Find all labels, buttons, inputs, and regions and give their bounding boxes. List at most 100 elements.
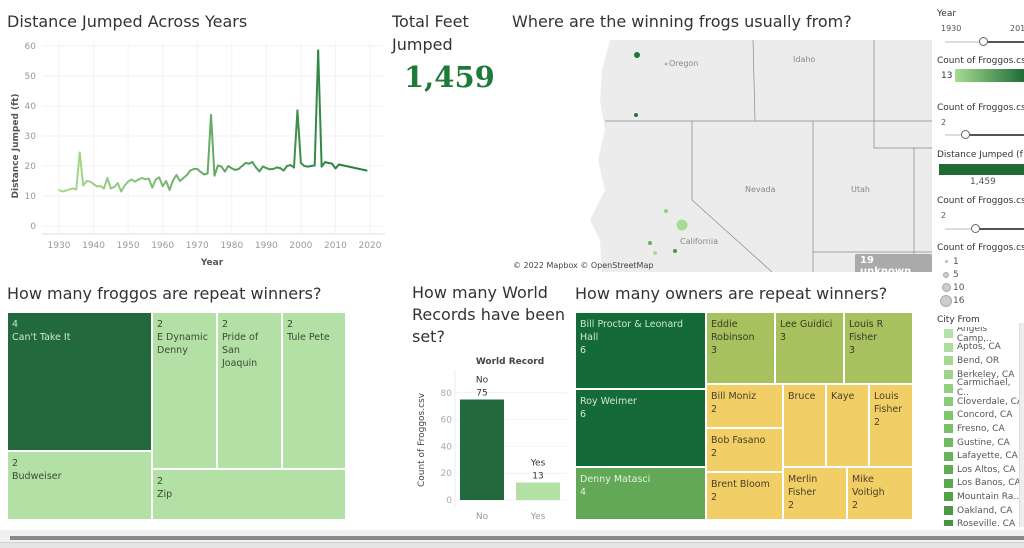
treemap-cell[interactable]: Bob Fasano 2 bbox=[706, 428, 783, 472]
city-legend-item[interactable]: Aptos, CA bbox=[944, 341, 1024, 355]
city-legend-item[interactable]: Cloverdale, CA bbox=[944, 395, 1024, 409]
cell-name: Merlin Fisher bbox=[788, 474, 818, 498]
city-legend-list[interactable]: Angels Camp,.. Aptos, CA Bend, OR Berkeley,… bbox=[944, 327, 1024, 526]
distance-filter-bar[interactable] bbox=[939, 164, 1024, 175]
count-filter2-slider[interactable] bbox=[945, 224, 1024, 233]
line-segment[interactable] bbox=[337, 163, 368, 172]
treemap-cell[interactable]: Eddie Robinson 3 bbox=[706, 312, 775, 384]
line-segment[interactable] bbox=[175, 174, 181, 182]
treemap-cell[interactable]: Roy Weimer 6 bbox=[575, 389, 706, 467]
y-tick-label: 0 bbox=[30, 222, 36, 232]
year-slider-handle[interactable] bbox=[979, 37, 988, 46]
city-legend-item[interactable]: Gustine, CA bbox=[944, 436, 1024, 450]
line-segment[interactable] bbox=[102, 177, 109, 190]
treemap-cell[interactable]: 2 Pride of San Joaquin bbox=[217, 312, 282, 469]
city-name: Carmichael, C.. bbox=[956, 378, 1011, 399]
map-title: Where are the winning frogs usually from… bbox=[512, 12, 852, 31]
count-filter1-slider[interactable] bbox=[945, 130, 1024, 139]
count-filter1-handle[interactable] bbox=[961, 130, 970, 139]
x-tick-label: No bbox=[476, 512, 489, 522]
line-segment[interactable] bbox=[147, 177, 154, 189]
line-segment[interactable] bbox=[158, 176, 164, 188]
city-legend-item[interactable]: Mountain Ra.. bbox=[944, 490, 1024, 504]
treemap-cell[interactable]: Lee Guidici 3 bbox=[775, 312, 844, 384]
bar-value-label: 75 bbox=[476, 389, 487, 399]
frog-treemap-title: How many froggos are repeat winners? bbox=[7, 284, 322, 303]
treemap-cell[interactable]: Kaye bbox=[826, 384, 869, 467]
bar-category-label: No bbox=[476, 376, 489, 386]
treemap-cell[interactable]: 2 E Dynamic Denny bbox=[152, 312, 217, 469]
city-legend-item[interactable]: Bend, OR bbox=[944, 354, 1024, 368]
city-legend-item[interactable]: Berkeley, CA bbox=[944, 368, 1024, 382]
cell-name: Pride of San Joaquin bbox=[222, 332, 259, 369]
line-segment[interactable] bbox=[292, 109, 299, 169]
city-legend-item[interactable]: Oakland, CA bbox=[944, 504, 1024, 518]
cell-name: Tule Pete bbox=[287, 332, 330, 343]
treemap-cell[interactable]: 4 Can't Take It bbox=[7, 312, 152, 451]
treemap-cell[interactable]: 2 Zip bbox=[152, 469, 346, 520]
y-tick-label: 20 bbox=[25, 162, 37, 172]
treemap-cell[interactable]: Bruce bbox=[783, 384, 826, 467]
line-segment[interactable] bbox=[168, 179, 175, 191]
count-filter1-label: Count of Froggos.cs bbox=[937, 103, 1024, 113]
treemap-cell[interactable]: Bill Moniz 2 bbox=[706, 384, 783, 428]
map-attribution[interactable]: © 2022 Mapbox © OpenStreetMap bbox=[513, 261, 654, 270]
treemap-cell[interactable]: Denny Matasci 4 bbox=[575, 467, 706, 520]
treemap-cell[interactable]: Bill Proctor & Leonard Hall 6 bbox=[575, 312, 706, 389]
treemap-cell[interactable]: Merlin Fisher 2 bbox=[783, 467, 847, 520]
city-legend-scrollbar[interactable] bbox=[1019, 323, 1024, 527]
city-legend-item[interactable]: Lafayette, CA bbox=[944, 449, 1024, 463]
cell-name: Bob Fasano bbox=[711, 435, 766, 446]
city-legend-item[interactable]: Carmichael, C.. bbox=[944, 378, 1024, 399]
city-legend-item[interactable]: Los Altos, CA bbox=[944, 463, 1024, 477]
cell-name: Mike Voitigh bbox=[852, 474, 885, 498]
distance-line-chart[interactable]: 0 10 20 30 40 50 60 1930 1940 1950 1960 1970 1980 199… bbox=[0, 36, 390, 272]
count-filter1-value: 2 bbox=[941, 118, 947, 127]
cell-count: 3 bbox=[780, 332, 787, 343]
treemap-cell[interactable]: 2 Budweiser bbox=[7, 451, 152, 520]
line-segment[interactable] bbox=[313, 49, 320, 167]
line-segment[interactable] bbox=[106, 177, 112, 190]
line-segment[interactable] bbox=[78, 151, 85, 187]
line-segment[interactable] bbox=[120, 184, 126, 193]
treemap-cell[interactable]: Mike Voitigh 2 bbox=[847, 467, 913, 520]
year-slider[interactable] bbox=[945, 37, 1024, 46]
city-legend-item[interactable]: Fresno, CA bbox=[944, 422, 1024, 436]
distance-filter-value: 1,459 bbox=[970, 177, 996, 187]
cell-name: E Dynamic Denny bbox=[157, 332, 208, 356]
unknown-locations-badge[interactable]: 19 unknown bbox=[855, 254, 932, 272]
color-swatch-icon bbox=[944, 519, 953, 526]
line-segment[interactable] bbox=[210, 114, 216, 177]
line-segment[interactable] bbox=[296, 109, 302, 164]
treemap-cell[interactable]: Louis Fisher 2 bbox=[869, 384, 913, 467]
line-segment[interactable] bbox=[317, 49, 323, 168]
world-record-bar-chart[interactable]: World Record 0 20 40 60 80 Count of Froggos.cs… bbox=[405, 350, 575, 525]
y-tick-label: 60 bbox=[441, 416, 453, 426]
y-axis-label: Count of Froggos.csv bbox=[417, 392, 427, 487]
map[interactable]: Oregon Idaho Nevada Utah California © 20… bbox=[510, 40, 932, 272]
x-tick-label: 2020 bbox=[359, 241, 382, 251]
line-segment[interactable] bbox=[213, 164, 219, 177]
treemap-cell[interactable]: Louis R Fisher 3 bbox=[844, 312, 913, 384]
city-legend-item[interactable]: Los Banos, CA bbox=[944, 477, 1024, 491]
line-segment[interactable] bbox=[251, 161, 257, 169]
treemap-cell[interactable]: Brent Bloom 2 bbox=[706, 472, 783, 520]
treemap-cell[interactable]: 2 Tule Pete bbox=[282, 312, 346, 469]
line-segment[interactable] bbox=[206, 114, 213, 175]
city-legend-item[interactable]: Concord, CA bbox=[944, 409, 1024, 423]
cell-name: Louis Fisher bbox=[874, 391, 903, 415]
bar-yes[interactable] bbox=[516, 482, 560, 500]
count-filter2-handle[interactable] bbox=[971, 224, 980, 233]
line-segment[interactable] bbox=[116, 182, 123, 193]
city-legend-item[interactable]: Angels Camp,.. bbox=[944, 327, 1024, 344]
city-legend-item[interactable]: Roseville, CA bbox=[944, 517, 1024, 526]
line-segment[interactable] bbox=[165, 180, 171, 191]
line-segment[interactable] bbox=[151, 178, 157, 189]
sheet-tabs-strip[interactable] bbox=[0, 542, 1024, 548]
y-axis-label: Distance Jumped (ft) bbox=[11, 94, 21, 199]
bar-no[interactable] bbox=[460, 399, 504, 501]
line-segment[interactable] bbox=[223, 165, 230, 173]
city-name: Mountain Ra.. bbox=[957, 491, 1020, 502]
line-segment[interactable] bbox=[75, 151, 81, 191]
horizontal-scrollbar[interactable] bbox=[10, 536, 1024, 540]
